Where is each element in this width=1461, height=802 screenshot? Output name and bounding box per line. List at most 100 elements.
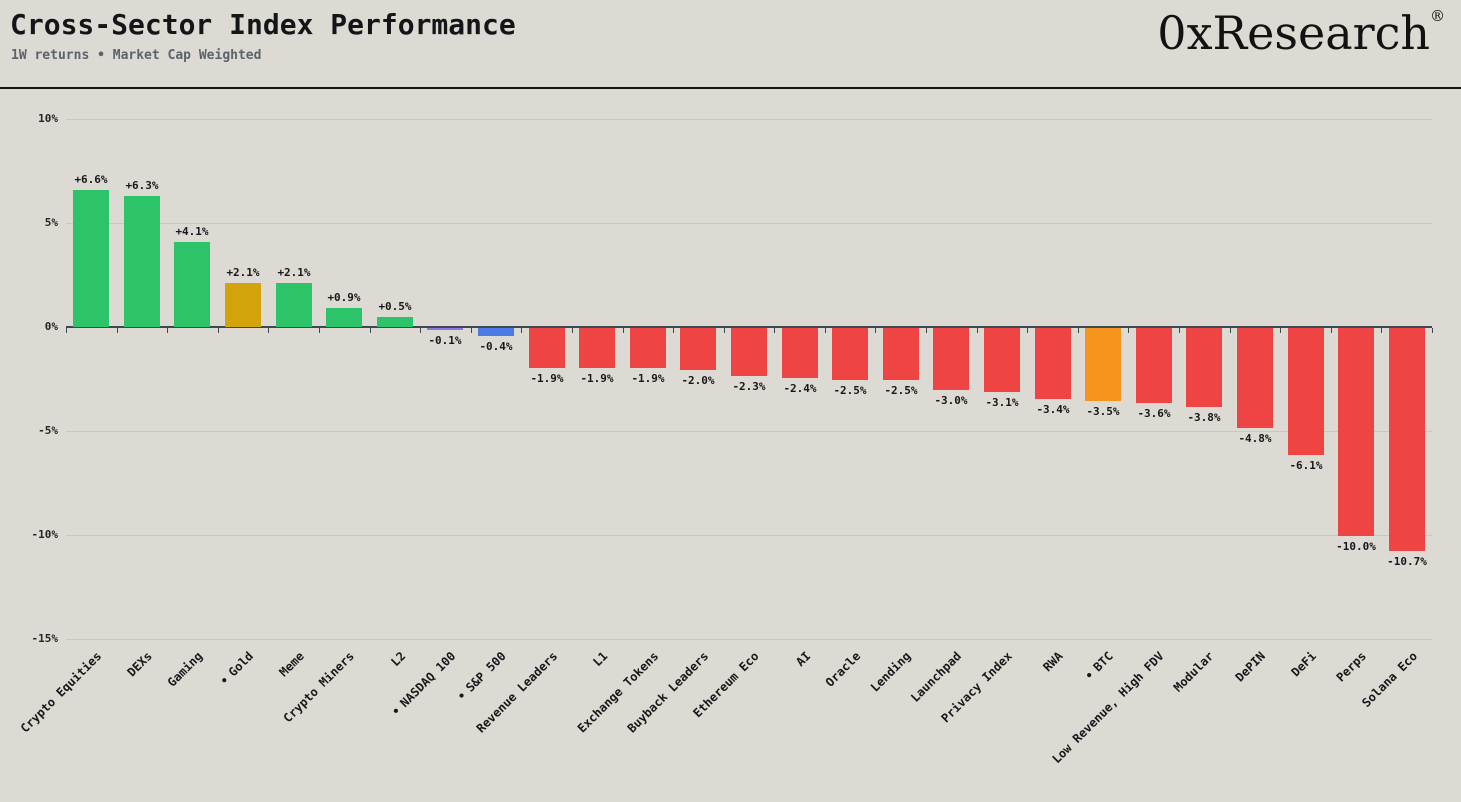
header-divider: [0, 87, 1461, 89]
bar-value-label: -4.8%: [1238, 432, 1272, 445]
x-axis-category-label: L2: [387, 649, 408, 670]
benchmark-bullet-icon: •: [216, 672, 232, 688]
brand-logo-text: 0xResearch: [1157, 6, 1430, 60]
bar: [377, 317, 413, 327]
axis-tick: [1078, 328, 1079, 333]
bar: [427, 328, 463, 330]
chart-subtitle: 1W returns • Market Cap Weighted: [11, 48, 262, 63]
bar-value-label: -3.5%: [1086, 405, 1120, 418]
bar-value-label: +2.1%: [226, 266, 260, 279]
x-axis-category-label: Crypto Equities: [17, 649, 104, 736]
bar: [832, 328, 868, 380]
x-axis-category-label: DePIN: [1232, 649, 1268, 685]
x-axis-category-label: RWA: [1040, 649, 1066, 675]
bar-value-label: +4.1%: [175, 225, 209, 238]
x-axis-category-label: Modular: [1171, 649, 1217, 695]
x-axis-category-label: Gaming: [164, 649, 205, 690]
bar-value-label: -2.3%: [732, 380, 766, 393]
bar: [326, 308, 362, 327]
bar: [276, 283, 312, 327]
y-axis-tick-label: 5%: [44, 216, 58, 229]
y-axis-tick-label: -5%: [38, 424, 58, 437]
axis-tick: [875, 328, 876, 333]
bar: [579, 328, 615, 368]
bar: [731, 328, 767, 376]
bar-value-label: -3.0%: [934, 394, 968, 407]
bar: [782, 328, 818, 378]
bar: [1035, 328, 1071, 399]
bar-value-label: +6.3%: [125, 179, 159, 192]
y-axis-tick-label: -10%: [31, 528, 59, 541]
x-axis-category-label: •BTC: [1082, 649, 1116, 683]
gridline: [66, 639, 1432, 640]
bar-value-label: -10.0%: [1336, 540, 1376, 553]
bar-value-label: -3.8%: [1187, 411, 1221, 424]
bar: [529, 328, 565, 368]
bar: [1136, 328, 1172, 403]
bar: [1389, 328, 1425, 551]
axis-tick: [1128, 328, 1129, 333]
axis-tick: [724, 328, 725, 333]
gridline: [66, 223, 1432, 224]
y-axis-tick-label: -15%: [31, 632, 59, 645]
bar: [478, 328, 514, 336]
bar-value-label: -0.4%: [479, 340, 513, 353]
bar-value-label: -3.6%: [1137, 407, 1171, 420]
gridline: [66, 431, 1432, 432]
brand-logo: 0xResearch®: [1157, 6, 1445, 60]
x-axis-category-label: Lending: [868, 649, 914, 695]
axis-tick: [1381, 328, 1382, 333]
axis-tick: [825, 328, 826, 333]
y-axis-tick-label: 10%: [38, 112, 58, 125]
bar: [630, 328, 666, 368]
bar: [680, 328, 716, 370]
axis-tick: [1027, 328, 1028, 333]
x-axis-line: [66, 326, 1432, 328]
axis-tick: [370, 328, 371, 333]
bar: [1237, 328, 1273, 428]
bar-value-label: -2.4%: [783, 382, 817, 395]
x-axis-category-label: DeFi: [1288, 649, 1319, 680]
axis-tick: [623, 328, 624, 333]
bar-value-label: -6.1%: [1289, 459, 1323, 472]
axis-tick: [774, 328, 775, 333]
bar-value-label: -2.0%: [681, 374, 715, 387]
bar-value-label: -3.4%: [1036, 403, 1070, 416]
axis-tick: [117, 328, 118, 333]
x-axis-category-label: •S&P 500: [454, 649, 509, 704]
x-axis-category-label: Meme: [276, 649, 307, 680]
bar-value-label: -10.7%: [1387, 555, 1427, 568]
bar: [1338, 328, 1374, 536]
bar-value-label: -1.9%: [580, 372, 614, 385]
axis-tick: [268, 328, 269, 333]
x-axis-category-label: DEXs: [124, 649, 155, 680]
bar-value-label: -1.9%: [631, 372, 665, 385]
x-axis-category-label: •Gold: [216, 649, 256, 688]
y-axis-tick-label: 0%: [44, 320, 58, 333]
axis-tick: [572, 328, 573, 333]
bar-value-label: -2.5%: [884, 384, 918, 397]
benchmark-bullet-icon: •: [1082, 667, 1098, 683]
x-axis-category-label: L1: [589, 649, 610, 670]
benchmark-bullet-icon: •: [454, 688, 470, 704]
axis-tick: [1179, 328, 1180, 333]
bar-value-label: -3.1%: [985, 396, 1019, 409]
x-axis-category-label: Exchange Tokens: [574, 649, 661, 736]
axis-tick: [471, 328, 472, 333]
bar: [73, 190, 109, 327]
registered-trademark-icon: ®: [1430, 7, 1445, 25]
page-title: Cross-Sector Index Performance: [10, 8, 516, 41]
axis-tick: [319, 328, 320, 333]
axis-tick: [167, 328, 168, 333]
bar-value-label: -2.5%: [833, 384, 867, 397]
bar-value-label: +0.9%: [327, 291, 361, 304]
axis-tick: [926, 328, 927, 333]
bar: [1288, 328, 1324, 455]
bar: [174, 242, 210, 327]
bar-value-label: +0.5%: [378, 300, 412, 313]
x-axis-category-label: Oracle: [822, 649, 863, 690]
axis-tick: [1230, 328, 1231, 333]
bar-value-label: -1.9%: [530, 372, 564, 385]
axis-tick: [673, 328, 674, 333]
